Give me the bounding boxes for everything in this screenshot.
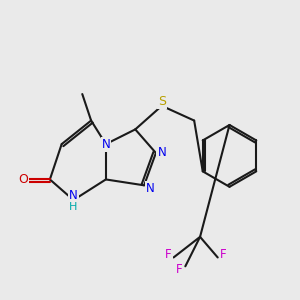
Text: F: F [176, 263, 182, 276]
Text: H: H [69, 202, 78, 212]
Text: N: N [69, 189, 78, 202]
Text: N: N [101, 138, 110, 151]
Text: N: N [146, 182, 154, 195]
Text: N: N [158, 146, 166, 159]
Text: F: F [220, 248, 226, 261]
Text: F: F [165, 248, 172, 261]
Text: S: S [158, 95, 166, 108]
Text: O: O [19, 173, 28, 186]
